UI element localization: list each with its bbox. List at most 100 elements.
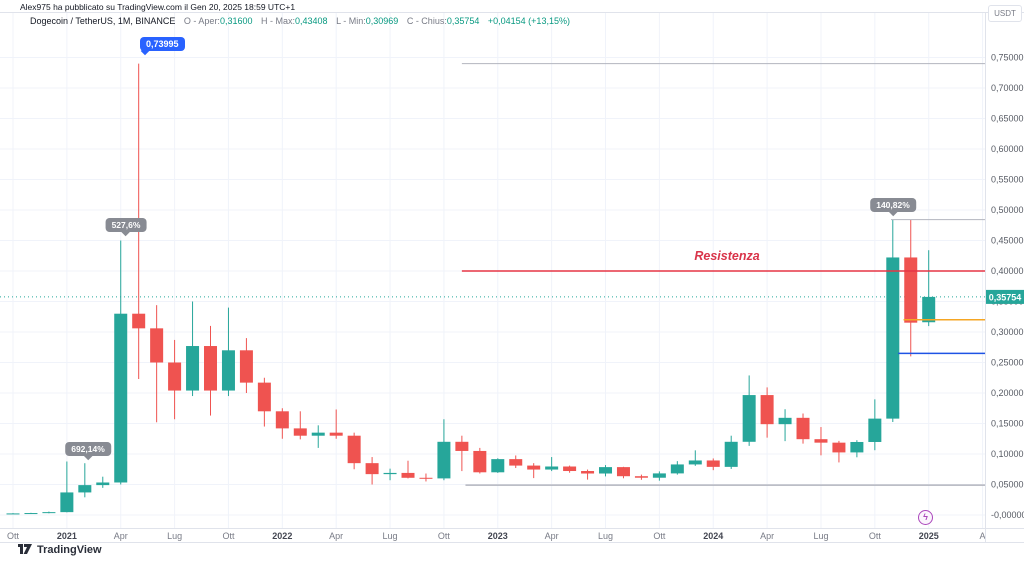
candle-body: [221, 350, 235, 391]
close-value: 0,35754: [446, 16, 480, 26]
price-tick-label: 0,30000: [991, 327, 1024, 337]
candle-body: [904, 257, 918, 323]
candle-body: [742, 395, 756, 442]
price-callout-tooltip[interactable]: 0,73995: [140, 37, 185, 56]
measure-label-left[interactable]: 692,14%: [65, 442, 111, 461]
time-tick-month: Lug: [167, 531, 182, 541]
candle-body: [311, 432, 325, 436]
candle-body: [796, 417, 810, 440]
candle-body: [437, 441, 451, 479]
candle-body: [383, 472, 397, 475]
candle-body: [599, 467, 613, 474]
price-tick-label: 0,45000: [991, 236, 1024, 246]
candle-body: [329, 432, 343, 436]
tradingview-logo-icon: [18, 544, 32, 554]
tradingview-watermark[interactable]: TradingView: [18, 543, 102, 556]
measure-label-mid[interactable]: 527,6%: [105, 218, 147, 237]
candle-body: [114, 313, 128, 483]
open-label: O - Aper:: [183, 16, 220, 26]
price-tick-label: 0,20000: [991, 388, 1024, 398]
time-axis-border: [0, 528, 1024, 529]
bottom-border: [0, 542, 1024, 543]
time-tick-month: A: [980, 531, 986, 541]
price-scale[interactable]: 0,75000 0,70000 0,65000 0,60000 0,55000 0,500…: [986, 53, 1024, 521]
attribution-text: Alex975 ha pubblicato su TradingView.com…: [20, 2, 296, 12]
candle-body: [527, 465, 541, 470]
candle-body: [204, 346, 218, 391]
time-tick-month: Ott: [222, 531, 235, 541]
grid: [0, 12, 985, 528]
current-price-badge: [986, 289, 1024, 304]
time-tick-year: 2024: [703, 531, 723, 541]
candle-body: [778, 417, 792, 425]
measure-left-text: 692,14%: [71, 444, 105, 454]
candle-body: [150, 328, 164, 363]
price-tick-label: -0,00000: [991, 510, 1024, 520]
price-tick-label: 0,25000: [991, 358, 1024, 368]
price-tick-label: 0,50000: [991, 205, 1024, 215]
candle-body: [6, 513, 20, 515]
time-tick-year: 2022: [272, 531, 292, 541]
candle-body: [96, 482, 110, 486]
top-border: [0, 12, 1024, 13]
measure-right-text: 140,82%: [876, 200, 910, 210]
candle-body: [168, 362, 182, 391]
candle-body: [473, 450, 487, 473]
close-label: C - Chius:: [406, 16, 447, 26]
candle-body: [545, 466, 559, 470]
measure-label-right[interactable]: 140,82%: [870, 198, 916, 217]
candle-body: [634, 476, 648, 478]
time-tick-year: 2023: [488, 531, 508, 541]
time-scale[interactable]: Ott 2021 Apr Lug Ott 2022 Apr Lug Ott 2023 Apr Lug O…: [7, 531, 986, 541]
candle-body: [581, 471, 595, 474]
symbol-title: Dogecoin / TetherUS, 1M, BINANCE: [30, 16, 176, 26]
candles: [6, 63, 936, 515]
candle-body: [42, 512, 56, 514]
open-value: 0,31600: [219, 16, 253, 26]
price-tick-label: 0,40000: [991, 266, 1024, 276]
time-tick-month: Ott: [869, 531, 882, 541]
symbol-legend[interactable]: Dogecoin / TetherUS, 1M, BINANCE O - Ape…: [30, 16, 570, 26]
measure-mid-text: 527,6%: [111, 220, 141, 230]
time-tick-month: Lug: [598, 531, 613, 541]
time-tick-year: 2021: [57, 531, 77, 541]
candle-body: [652, 473, 666, 478]
current-price-badge-text: 0,35754: [989, 292, 1022, 302]
candle-body: [455, 441, 469, 451]
resistance-text[interactable]: Resistenza: [694, 249, 760, 263]
time-tick-month: Apr: [545, 531, 559, 541]
candle-body: [688, 460, 702, 465]
price-tick-label: 0,60000: [991, 144, 1024, 154]
price-tick-label: 0,70000: [991, 83, 1024, 93]
time-tick-month: Ott: [653, 531, 666, 541]
price-callout-text: 0,73995: [146, 39, 179, 49]
candle-body: [186, 346, 200, 391]
drawings[interactable]: [461, 63, 986, 486]
time-tick-month: Ott: [438, 531, 451, 541]
change-value: +0,04154 (+13,15%): [487, 16, 570, 26]
candle-body: [347, 435, 361, 464]
price-tick-label: 0,15000: [991, 419, 1024, 429]
time-tick-month: Lug: [813, 531, 828, 541]
candle-body: [886, 257, 900, 419]
candle-body: [491, 459, 505, 473]
low-value: 0,30969: [365, 16, 399, 26]
candle-body: [293, 428, 307, 436]
candle-body: [78, 485, 92, 493]
candle-body: [922, 296, 936, 323]
candle-body: [419, 477, 433, 479]
candle-body: [401, 472, 415, 478]
high-label: H - Max:: [261, 16, 296, 26]
price-scale-border: [985, 12, 986, 542]
price-tick-label: 0,75000: [991, 53, 1024, 63]
currency-button[interactable]: USDT: [988, 5, 1022, 22]
candle-body: [365, 463, 379, 475]
price-tick-label: 0,05000: [991, 480, 1024, 490]
candle-body: [724, 441, 738, 467]
candle-body: [706, 460, 720, 467]
candle-body: [850, 441, 864, 453]
candle-body: [60, 492, 74, 513]
price-tick-label: 0,55000: [991, 175, 1024, 185]
flash-idea-icon[interactable]: ϟ: [918, 510, 933, 525]
